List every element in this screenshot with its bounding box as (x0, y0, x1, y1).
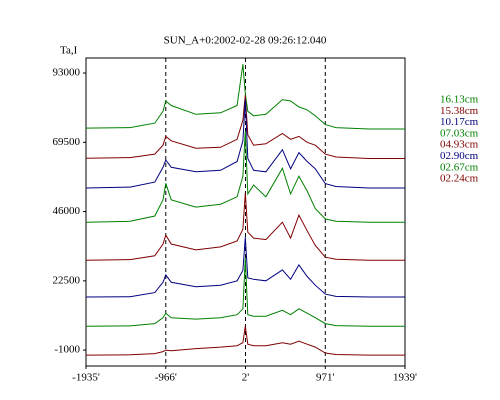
y-tick-label: 46000 (53, 205, 81, 217)
x-tick-label: 1939' (393, 372, 417, 384)
legend-entry: 15.38cm (440, 105, 479, 117)
legend-entry: 10.17cm (440, 116, 479, 128)
x-tick-label: 971' (316, 372, 335, 384)
legend-entry: 02.24cm (440, 173, 479, 185)
series-line (85, 64, 405, 130)
series-line (85, 258, 405, 327)
legend-entry: 02.90cm (440, 150, 479, 162)
legend-entry: 04.93cm (440, 139, 479, 151)
series-line (85, 237, 405, 298)
series-line (85, 326, 405, 356)
x-tick-label: 2' (242, 372, 250, 384)
y-axis-label: Ta,I (60, 45, 78, 57)
legend-entry: 02.67cm (440, 161, 479, 173)
legend-entry: 07.03cm (440, 127, 479, 139)
chart-title: SUN_A+0:2002-02-28 09:26:12.040 (164, 35, 327, 47)
series-line (85, 99, 405, 189)
y-tick-label: 22500 (53, 274, 81, 286)
x-tick-label: -966' (155, 372, 177, 384)
y-tick-label: 93000 (53, 67, 81, 79)
x-tick-label: -1935' (72, 372, 100, 384)
y-tick-label: 69500 (53, 136, 81, 148)
series-line (85, 130, 405, 223)
series-line (85, 192, 405, 261)
legend-entry: 16.13cm (440, 94, 479, 106)
y-tick-label: -1000 (54, 344, 80, 356)
series-line (85, 95, 405, 159)
